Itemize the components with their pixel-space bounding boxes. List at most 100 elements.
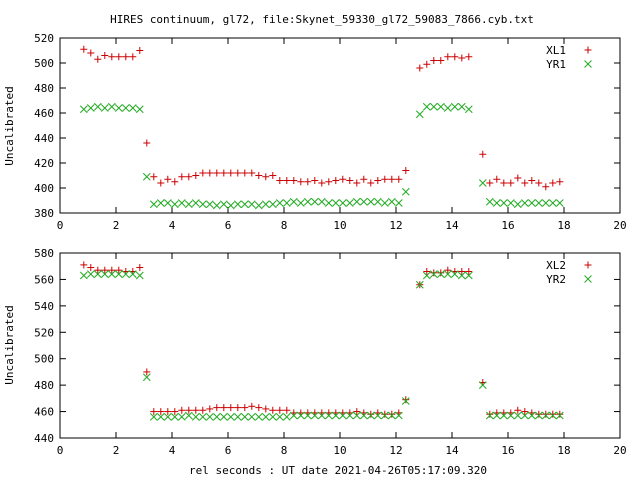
yr2-point xyxy=(506,411,515,420)
xl1-point xyxy=(549,179,557,187)
xl2-point xyxy=(353,408,361,416)
xl1-point xyxy=(395,175,403,183)
yr2-point xyxy=(198,413,207,421)
xl1-point xyxy=(339,175,347,183)
xl1-point xyxy=(115,53,123,61)
yr2-point xyxy=(513,411,522,420)
xl1-point xyxy=(262,173,270,181)
yr2-point xyxy=(457,271,466,280)
xl2-point xyxy=(227,404,235,412)
yr1-point xyxy=(212,201,221,210)
top-y-tick-label: 420 xyxy=(34,157,54,170)
xl1-point xyxy=(514,174,522,182)
top-y-tick-label: 400 xyxy=(34,182,54,195)
xl2-point xyxy=(150,408,158,416)
xl1-point xyxy=(451,53,459,61)
xl1-point xyxy=(486,179,494,187)
xl1-point xyxy=(500,179,508,187)
top-y-tick-label: 500 xyxy=(34,57,54,70)
yr1-point xyxy=(492,199,501,207)
top-legend-marker-yr1 xyxy=(584,60,592,68)
bottom-x-tick-label: 12 xyxy=(389,444,402,457)
bottom-y-tick-label: 540 xyxy=(34,300,54,313)
yr1-point xyxy=(79,105,88,114)
yr1-point xyxy=(506,199,515,207)
yr1-point xyxy=(387,197,396,206)
xl2-point xyxy=(535,410,543,418)
xl1-point xyxy=(374,177,382,184)
yr2-point xyxy=(324,411,333,420)
xl2-point xyxy=(220,404,228,412)
xl2-point xyxy=(178,406,186,414)
yr2-point xyxy=(163,413,172,421)
yr2-point xyxy=(436,270,445,278)
xl2-point xyxy=(283,406,291,414)
xl2-point xyxy=(234,404,242,412)
yr2-point xyxy=(128,270,137,278)
yr1-point xyxy=(86,104,95,112)
xl2-point xyxy=(549,410,557,418)
bottom-data-points xyxy=(79,261,564,421)
bottom-panel: Uncalibrated 0 2 4 6 8 10 12 14 16 18 20 440 460 480 5… xyxy=(3,247,627,457)
xl1-point xyxy=(269,172,277,179)
xl1-point xyxy=(297,178,305,186)
yr1-point xyxy=(380,199,389,207)
yr1-point xyxy=(191,199,200,207)
yr2-point xyxy=(520,411,529,420)
xl1-point xyxy=(178,173,186,181)
yr2-point xyxy=(485,411,494,420)
xl1-point xyxy=(220,169,228,177)
yr2-point xyxy=(79,271,88,280)
yr2-point xyxy=(282,413,291,421)
top-legend-label-yr1: YR1 xyxy=(546,58,566,71)
yr1-point xyxy=(205,200,214,209)
xl1-point xyxy=(199,169,207,177)
xl1-point xyxy=(311,177,319,184)
yr2-point xyxy=(107,270,116,278)
xl1-point xyxy=(416,64,424,72)
xl1-point xyxy=(381,175,389,183)
bottom-x-tick-label: 18 xyxy=(557,444,570,457)
xl1-point xyxy=(248,169,256,177)
yr1-point xyxy=(324,199,333,207)
bottom-x-tick-label: 6 xyxy=(225,444,232,457)
yr2-point xyxy=(338,411,347,420)
chart-title: HIRES continuum, gl72, file:Skynet_59330… xyxy=(110,13,534,26)
xl2-point xyxy=(199,406,207,414)
xl2-point xyxy=(367,410,375,418)
yr1-point xyxy=(443,104,452,112)
yr1-point xyxy=(142,172,151,181)
yr1-point xyxy=(464,105,473,114)
xl2-point xyxy=(437,269,445,277)
xl2-point xyxy=(465,268,473,275)
yr1-point xyxy=(548,199,557,207)
xl2-point xyxy=(94,266,102,274)
yr1-point xyxy=(317,197,326,206)
yr1-point xyxy=(541,199,550,207)
yr2-point xyxy=(100,270,109,278)
yr1-point xyxy=(219,200,228,209)
bottom-x-tick-label: 16 xyxy=(501,444,514,457)
xl2-point xyxy=(255,404,263,412)
xl2-point xyxy=(164,408,172,416)
xl1-point xyxy=(535,179,543,187)
bottom-y-tick-label: 560 xyxy=(34,273,54,286)
top-x-tick-label: 8 xyxy=(281,219,288,232)
xl1-point xyxy=(234,169,242,177)
bottom-y-tick-label: 520 xyxy=(34,326,54,339)
xl1-point xyxy=(521,179,529,187)
yr1-point xyxy=(555,199,564,207)
yr2-point xyxy=(233,413,242,421)
yr2-point xyxy=(219,413,228,421)
yr1-point xyxy=(415,110,424,119)
xl1-point xyxy=(528,177,536,184)
yr2-point xyxy=(359,411,368,420)
xl1-point xyxy=(402,167,410,174)
yr1-point xyxy=(359,197,368,206)
yr2-point xyxy=(240,413,249,421)
xl1-point xyxy=(304,178,312,186)
yr1-point xyxy=(93,102,102,111)
yr2-point xyxy=(86,270,95,278)
top-x-tick-label: 6 xyxy=(225,219,232,232)
